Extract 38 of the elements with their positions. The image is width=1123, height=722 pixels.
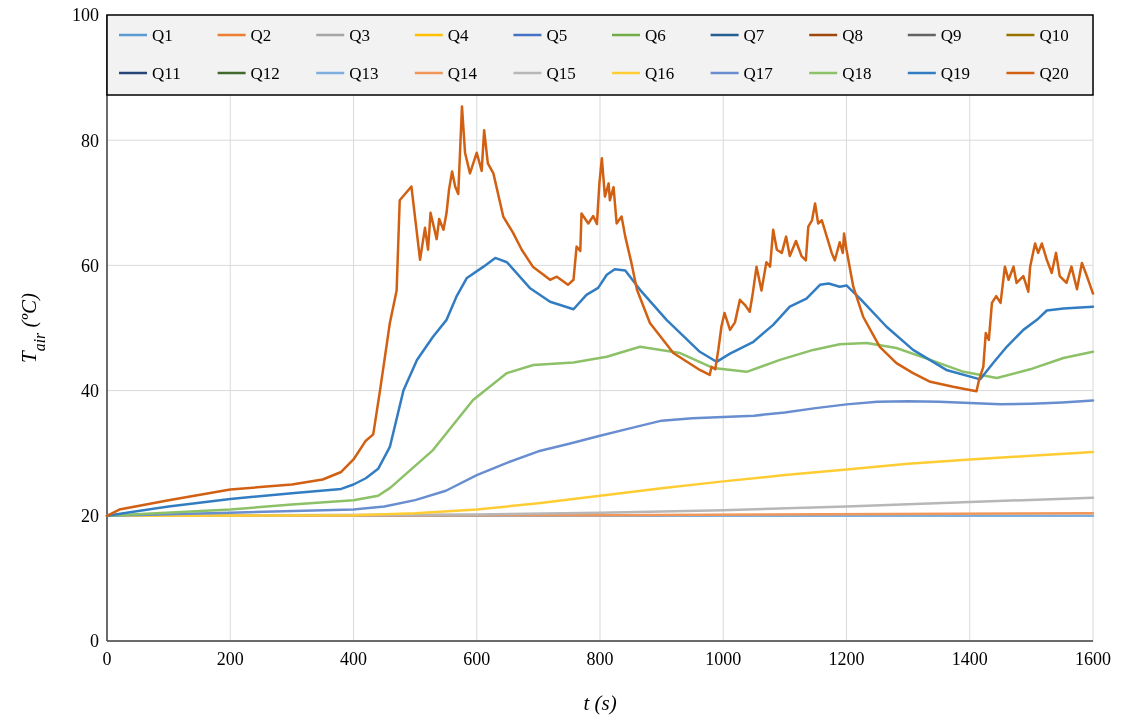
y-tick-label: 80 bbox=[81, 130, 99, 151]
x-tick-label: 200 bbox=[216, 649, 244, 669]
x-tick-label: 1200 bbox=[828, 649, 865, 669]
legend-label: Q8 bbox=[842, 25, 863, 45]
legend-label: Q16 bbox=[645, 63, 675, 83]
legend-label: Q9 bbox=[940, 25, 962, 45]
legend-label: Q7 bbox=[743, 25, 765, 45]
legend-label: Q17 bbox=[743, 63, 774, 83]
y-tick-label: 20 bbox=[81, 506, 99, 527]
legend-label: Q5 bbox=[546, 25, 568, 45]
legend-label: Q3 bbox=[349, 25, 370, 45]
legend-label: Q6 bbox=[645, 25, 666, 45]
legend-label: Q14 bbox=[447, 63, 478, 83]
legend-label: Q15 bbox=[546, 63, 576, 83]
legend-label: Q19 bbox=[940, 63, 971, 83]
y-tick-label: 40 bbox=[81, 380, 99, 401]
legend-label: Q11 bbox=[152, 63, 181, 83]
line-series bbox=[105, 256, 1095, 518]
x-tick-label: 1000 bbox=[705, 649, 742, 669]
line-series bbox=[105, 105, 1095, 518]
legend-label: Q1 bbox=[152, 25, 173, 45]
legend-label: Q20 bbox=[1039, 63, 1069, 83]
x-tick-label: 1400 bbox=[951, 649, 988, 669]
x-tick-label: 800 bbox=[586, 649, 614, 669]
y-tick-label: 0 bbox=[90, 631, 99, 652]
x-tick-label: 0 bbox=[102, 649, 112, 669]
legend-label: Q10 bbox=[1039, 25, 1069, 45]
legend-label: Q4 bbox=[447, 25, 470, 45]
x-tick-label: 400 bbox=[340, 649, 367, 669]
legend-label: Q18 bbox=[842, 63, 872, 83]
x-axis-title: t (s) bbox=[583, 691, 617, 715]
legend-label: Q13 bbox=[349, 63, 379, 83]
legend-label: Q2 bbox=[250, 25, 272, 45]
x-tick-label: 600 bbox=[463, 649, 491, 669]
legend-label: Q12 bbox=[250, 63, 280, 83]
y-tick-label: 60 bbox=[81, 255, 99, 276]
y-tick-label: 100 bbox=[72, 5, 99, 26]
x-tick-label: 1600 bbox=[1075, 649, 1111, 669]
